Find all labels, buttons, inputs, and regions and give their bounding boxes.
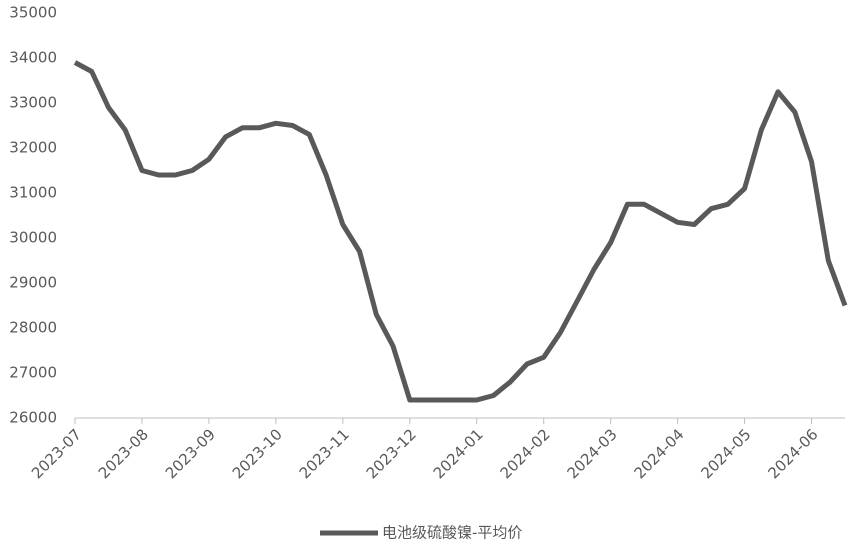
x-tick-label: 2023-11 <box>296 425 353 482</box>
x-tick-label: 2023-08 <box>95 425 152 482</box>
y-tick-label: 35000 <box>9 4 57 22</box>
x-tick-label: 2024-03 <box>564 425 621 482</box>
x-tick-label: 2024-01 <box>430 425 487 482</box>
legend-label: 电池级硫酸镍-平均价 <box>382 524 522 542</box>
x-tick-label: 2024-02 <box>497 425 554 482</box>
y-tick-label: 29000 <box>9 274 57 292</box>
x-tick-label: 2023-10 <box>229 425 286 482</box>
y-tick-label: 31000 <box>9 184 57 202</box>
y-tick-label: 27000 <box>9 364 57 382</box>
y-tick-label: 32000 <box>9 139 57 157</box>
y-tick-label: 30000 <box>9 229 57 247</box>
y-tick-label: 26000 <box>9 409 57 427</box>
x-tick-label: 2023-09 <box>162 425 219 482</box>
x-tick-label: 2024-04 <box>631 425 688 482</box>
x-tick-label: 2024-05 <box>698 425 755 482</box>
y-tick-label: 34000 <box>9 49 57 67</box>
y-tick-label: 28000 <box>9 319 57 337</box>
x-tick-label: 2024-06 <box>764 425 821 482</box>
x-tick-label: 2023-07 <box>28 425 85 482</box>
line-series <box>73 60 848 403</box>
x-tick-label: 2023-12 <box>363 425 420 482</box>
y-tick-label: 33000 <box>9 94 57 112</box>
